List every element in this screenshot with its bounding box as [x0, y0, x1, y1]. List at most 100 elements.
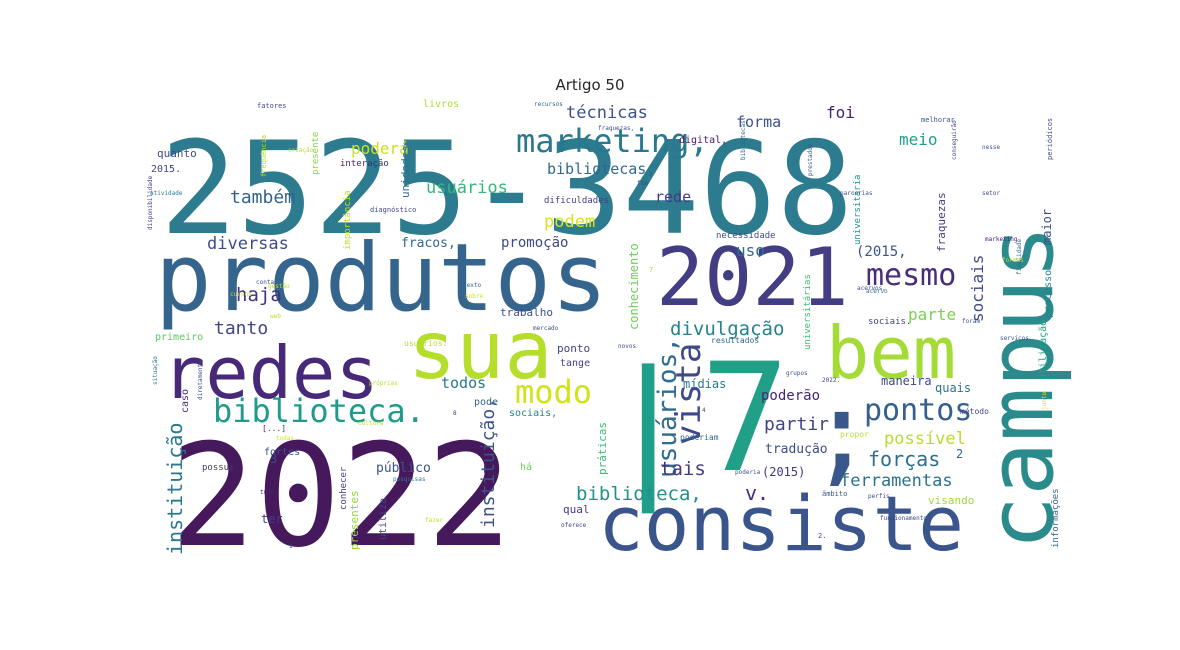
- word-1: 1: [289, 543, 293, 550]
- word-vista: vista: [669, 343, 709, 445]
- word-todos: todos: [441, 374, 486, 392]
- word-2015: (2015,: [856, 244, 907, 260]
- word-quais: quais: [935, 381, 971, 395]
- word-2021: 2021: [656, 231, 849, 324]
- word-diagnostico: diagnóstico: [370, 206, 416, 214]
- word-possivel: possível: [884, 429, 966, 449]
- word-7: 7: [649, 266, 653, 274]
- word-acervos: acervos.: [857, 285, 886, 292]
- word-fim: fim: [637, 180, 648, 187]
- word-symbol: [...]: [262, 424, 286, 433]
- word-publico: público: [376, 461, 431, 476]
- word-maneira: maneira: [881, 374, 932, 388]
- word-usuarios: usuários,: [653, 337, 683, 478]
- word-sociais: sociais: [968, 255, 987, 322]
- word-fraquezas: fraquezas: [935, 192, 948, 252]
- word-prestados: prestados: [807, 143, 814, 176]
- word-v: v.: [745, 481, 769, 505]
- word-bibliotecas: bibliotecas,: [547, 160, 655, 178]
- word-4: 4: [702, 407, 706, 414]
- word-biblioteca: biblioteca,: [576, 483, 702, 505]
- word-junto: junto: [1041, 392, 1048, 410]
- word-presentes: presentes: [348, 490, 361, 550]
- word-promocao: promoção: [501, 235, 568, 251]
- word-dificuldades: dificuldades: [544, 196, 609, 206]
- word-2022: 2022: [170, 414, 512, 579]
- word-parte: parte: [908, 305, 956, 324]
- word-texto: texto: [463, 282, 481, 289]
- word-processo: processo: [1043, 270, 1054, 318]
- word-2015: (2015): [762, 465, 805, 479]
- word-setor: setor: [982, 190, 1000, 197]
- word-grupos: grupos: [786, 370, 808, 377]
- word-interacao: interação: [340, 159, 389, 169]
- word-propor: propor: [840, 430, 869, 439]
- word-foram: foram: [962, 318, 980, 325]
- word-tecnicas: técnicas: [566, 103, 648, 123]
- word-atividade: atividade: [150, 190, 183, 197]
- word-foi: foi: [826, 103, 855, 122]
- word-primeiro: primeiro: [155, 332, 203, 343]
- word-instituicao: instituição,: [478, 398, 499, 528]
- chart-title: Artigo 50: [555, 76, 625, 94]
- word-utilizacao: utilização: [1038, 320, 1049, 380]
- word-conseguirao: conseguirão: [951, 120, 958, 160]
- word-2: 2.: [818, 532, 826, 540]
- word-diretamente: diretamente: [197, 360, 204, 400]
- word-usuarios: usuários: [426, 178, 508, 198]
- word-oferece: oferece: [561, 522, 587, 529]
- word-necessidade: necessidade: [716, 231, 776, 241]
- word-redes: redes: [162, 331, 379, 415]
- word-tambem: também: [230, 187, 295, 208]
- word-conhecer: conhecer: [339, 466, 349, 510]
- word-symbol: ;: [808, 367, 875, 497]
- word-web: web: [270, 313, 281, 320]
- word-instituicao: instituição: [163, 423, 187, 555]
- word-traducao: tradução: [765, 442, 828, 457]
- word-cursos: cursos: [230, 291, 252, 298]
- word-resultados: resultados: [711, 336, 759, 345]
- word-parcerias: parcerias: [840, 190, 873, 197]
- word-qual: qual: [563, 503, 590, 516]
- word-metodo: método: [960, 406, 989, 416]
- word-partir: partir: [764, 414, 829, 435]
- word-proprias: próprias: [369, 380, 398, 387]
- word-recursos: recursos: [534, 101, 563, 108]
- word-8: 8: [453, 410, 457, 417]
- word-biblioteca: biblioteca.: [213, 392, 425, 430]
- word-caso: caso: [180, 389, 191, 413]
- word-importancia: importância: [343, 190, 353, 250]
- word-tudo: tudo: [260, 489, 275, 496]
- word-universitaria: universitária: [853, 175, 863, 245]
- word-forcas: forças: [868, 447, 940, 471]
- word-digital: digital,: [679, 135, 727, 146]
- word-servicos: serviços: [1000, 335, 1029, 342]
- word-unidades: unidades: [399, 145, 412, 198]
- word-3: 3: [270, 452, 277, 466]
- word-ha: há: [520, 461, 532, 473]
- word-disponibilidade: disponibilidade: [147, 175, 154, 230]
- word-modo: modo: [515, 373, 592, 411]
- word-tange: tange: [560, 358, 590, 369]
- word-livros: livros: [423, 99, 459, 110]
- word-situacao: situação: [152, 356, 159, 385]
- word-consiste: consiste: [598, 479, 964, 568]
- word-7: 7: [700, 332, 790, 506]
- word-haja: haja: [236, 284, 282, 306]
- word-symbol: |: [603, 340, 693, 514]
- word-marketing: marketing: [985, 236, 1018, 243]
- word-nesse: nesse: [982, 144, 1000, 151]
- word-presente: presente: [311, 132, 321, 175]
- word-tais: tais: [660, 458, 706, 480]
- word-fortes: fortes: [264, 447, 300, 458]
- word-meio: meio: [899, 130, 938, 149]
- word-cultura: cultura: [358, 420, 384, 427]
- word-sociais: sociais,: [509, 408, 557, 419]
- word-podera: poderá: [351, 139, 409, 158]
- word-mesmo: mesmo: [866, 258, 956, 293]
- word-pontos: pontos: [864, 393, 972, 428]
- word-todas: todas: [276, 435, 294, 442]
- word-forma: forma: [736, 113, 781, 131]
- word-sua: sua: [408, 304, 553, 397]
